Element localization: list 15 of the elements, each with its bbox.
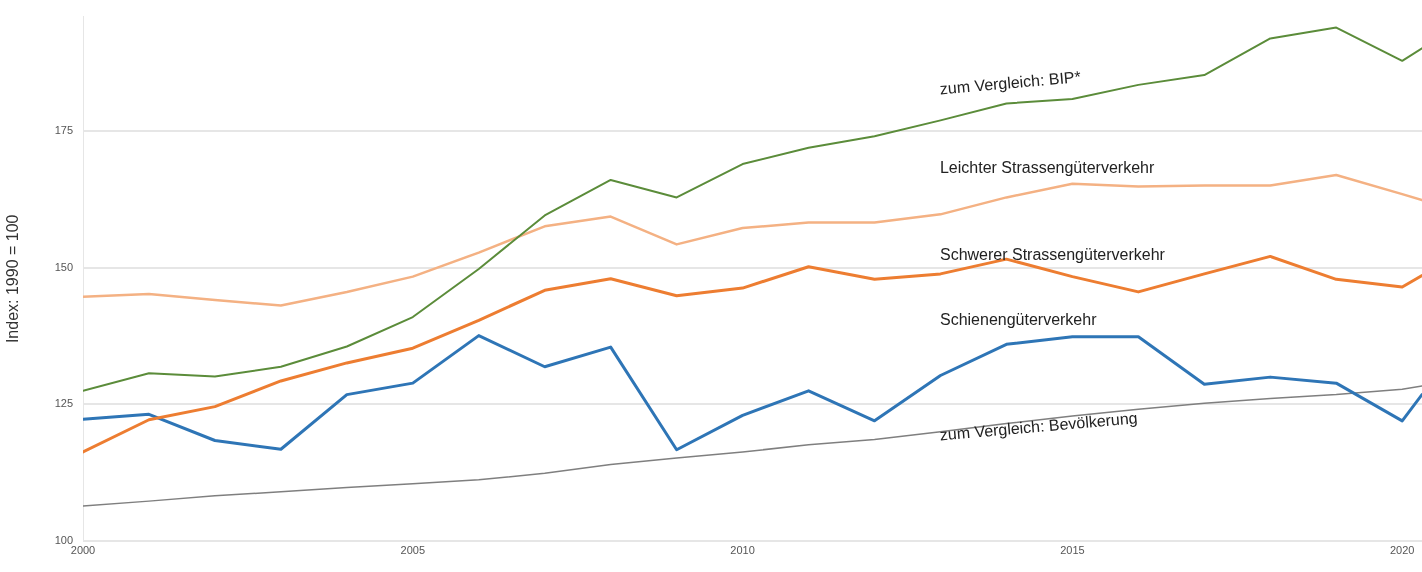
x-tick-label: 2005 [400,543,426,556]
y-tick-label: 175 [54,124,73,137]
series-label: Leichter Strassengüterverkehr [939,159,1155,177]
x-tick-label: 2000 [70,543,96,556]
series-label: Schwerer Strassengüterverkehr [939,245,1166,263]
y-axis-title: Index: 1990 = 100 [4,214,22,344]
series-label: zum Vergleich: BIP* [939,68,1082,98]
y-tick-label: 150 [54,260,73,273]
series-label: zum Vergleich: Bevölkerung [939,409,1139,444]
y-tick-label: 125 [54,397,73,410]
x-tick-label: 2010 [730,543,755,556]
series-label: Schienengüterverkehr [939,311,1098,329]
x-tick-label: 2015 [1060,543,1085,556]
x-tick-label: 2020 [1389,543,1415,556]
y-tick-label: 100 [54,534,73,547]
